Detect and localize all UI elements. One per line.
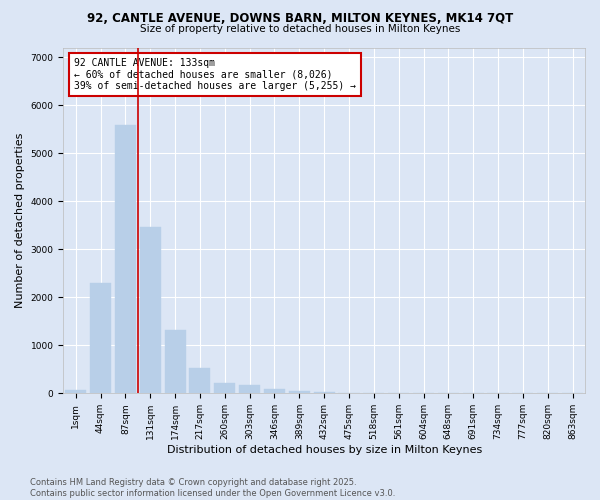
Text: 92, CANTLE AVENUE, DOWNS BARN, MILTON KEYNES, MK14 7QT: 92, CANTLE AVENUE, DOWNS BARN, MILTON KE… xyxy=(87,12,513,26)
Bar xyxy=(90,283,111,394)
X-axis label: Distribution of detached houses by size in Milton Keynes: Distribution of detached houses by size … xyxy=(167,445,482,455)
Text: Size of property relative to detached houses in Milton Keynes: Size of property relative to detached ho… xyxy=(140,24,460,34)
Bar xyxy=(264,388,285,394)
Bar xyxy=(190,368,211,394)
Text: Contains HM Land Registry data © Crown copyright and database right 2025.
Contai: Contains HM Land Registry data © Crown c… xyxy=(30,478,395,498)
Bar xyxy=(115,126,136,394)
Bar xyxy=(140,227,161,394)
Bar xyxy=(164,330,185,394)
Bar xyxy=(239,385,260,394)
Bar xyxy=(214,384,235,394)
Bar xyxy=(65,390,86,394)
Bar xyxy=(289,390,310,394)
Y-axis label: Number of detached properties: Number of detached properties xyxy=(15,132,25,308)
Text: 92 CANTLE AVENUE: 133sqm
← 60% of detached houses are smaller (8,026)
39% of sem: 92 CANTLE AVENUE: 133sqm ← 60% of detach… xyxy=(74,58,356,91)
Bar xyxy=(314,392,335,394)
